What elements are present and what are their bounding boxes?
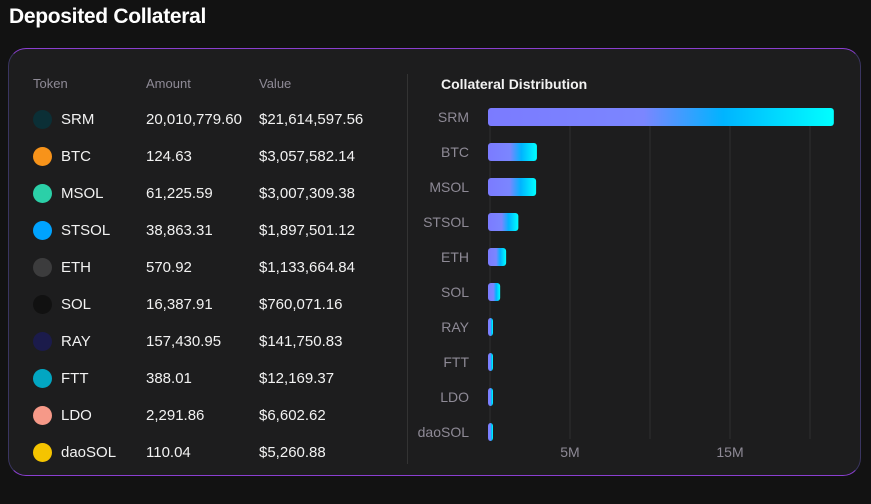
table-row: SOL 16,387.91 $760,071.16 (9, 286, 407, 323)
table-row: FTT 388.01 $12,169.37 (9, 360, 407, 397)
bar-srm (488, 108, 834, 126)
token-amount: 570.92 (146, 259, 192, 276)
table-row: SRM 20,010,779.60 $21,614,597.56 (9, 101, 407, 138)
ray-icon (33, 332, 52, 351)
token-name: LDO (61, 407, 92, 424)
x-tick-label: 15M (716, 444, 743, 460)
eth-icon (33, 258, 52, 277)
token-amount: 2,291.86 (146, 407, 205, 424)
token-amount: 124.63 (146, 148, 192, 165)
token-value: $3,057,582.14 (259, 148, 355, 165)
token-name: STSOL (61, 222, 111, 239)
token-name: SRM (61, 111, 95, 128)
token-value: $1,897,501.12 (259, 222, 355, 239)
token-value: $3,007,309.38 (259, 185, 355, 202)
collateral-card: Token Amount Value SRM 20,010,779.60 $21… (8, 48, 861, 476)
category-label: MSOL (429, 179, 469, 195)
token-name: ETH (61, 259, 91, 276)
ldo-icon (33, 406, 52, 425)
bar-chart: SRM BTC MSOL STSOL ETH SOL RAY FTT LDO daoSOL 5M 15… (418, 108, 834, 460)
bar-eth (488, 248, 507, 266)
token-value: $21,614,597.56 (259, 111, 364, 128)
category-label: daoSOL (418, 424, 470, 440)
table-row: daoSOL 110.04 $5,260.88 (9, 434, 407, 471)
bar-msol (488, 178, 537, 196)
divider (407, 74, 408, 464)
category-label: FTT (443, 354, 469, 370)
token-name: SOL (61, 296, 92, 313)
token-name: MSOL (61, 185, 104, 202)
daosol-icon (33, 443, 52, 462)
token-value: $141,750.83 (259, 333, 343, 350)
token-name: FTT (61, 370, 89, 387)
sol-icon (33, 295, 52, 314)
category-label: BTC (441, 144, 469, 160)
srm-icon (33, 110, 52, 129)
category-label: ETH (441, 249, 469, 265)
token-amount: 16,387.91 (146, 296, 213, 313)
token-name: daoSOL (61, 444, 117, 461)
table-row: STSOL 38,863.31 $1,897,501.12 (9, 212, 407, 249)
token-amount: 38,863.31 (146, 222, 213, 239)
category-label: STSOL (423, 214, 469, 230)
bar-stsol (488, 213, 519, 231)
table-row: BTC 124.63 $3,057,582.14 (9, 138, 407, 175)
token-amount: 110.04 (146, 444, 191, 461)
token-amount: 157,430.95 (146, 333, 222, 350)
category-label: RAY (441, 319, 469, 335)
header-amount: Amount (146, 76, 191, 91)
table-row: ETH 570.92 $1,133,664.84 (9, 249, 407, 286)
table-row: MSOL 61,225.59 $3,007,309.38 (9, 175, 407, 212)
token-value: $6,602.62 (259, 407, 326, 424)
table-row: RAY 157,430.95 $141,750.83 (9, 323, 407, 360)
bar-ldo (488, 388, 493, 406)
token-name: BTC (61, 148, 91, 165)
category-label: SOL (441, 284, 469, 300)
page-title: Deposited Collateral (9, 5, 207, 28)
header-value: Value (259, 76, 292, 91)
token-amount: 20,010,779.60 (146, 111, 242, 128)
token-amount: 388.01 (146, 370, 192, 387)
btc-icon (33, 147, 52, 166)
token-name: RAY (61, 333, 91, 350)
category-label: LDO (440, 389, 469, 405)
x-tick-label: 5M (560, 444, 579, 460)
table-row: LDO 2,291.86 $6,602.62 (9, 397, 407, 434)
bar-ray (488, 318, 493, 336)
token-value: $5,260.88 (259, 444, 326, 461)
chart-title: Collateral Distribution (441, 76, 588, 92)
token-value: $12,169.37 (259, 370, 335, 387)
ftt-icon (33, 369, 52, 388)
token-value: $760,071.16 (259, 296, 343, 313)
bar-ftt (488, 353, 493, 371)
token-value: $1,133,664.84 (259, 259, 355, 276)
bar-btc (488, 143, 537, 161)
bar-sol (488, 283, 501, 301)
bar-daosol (488, 423, 493, 441)
header-token: Token (33, 76, 68, 91)
msol-icon (33, 184, 52, 203)
category-label: SRM (438, 109, 469, 125)
token-amount: 61,225.59 (146, 185, 213, 202)
stsol-icon (33, 221, 52, 240)
